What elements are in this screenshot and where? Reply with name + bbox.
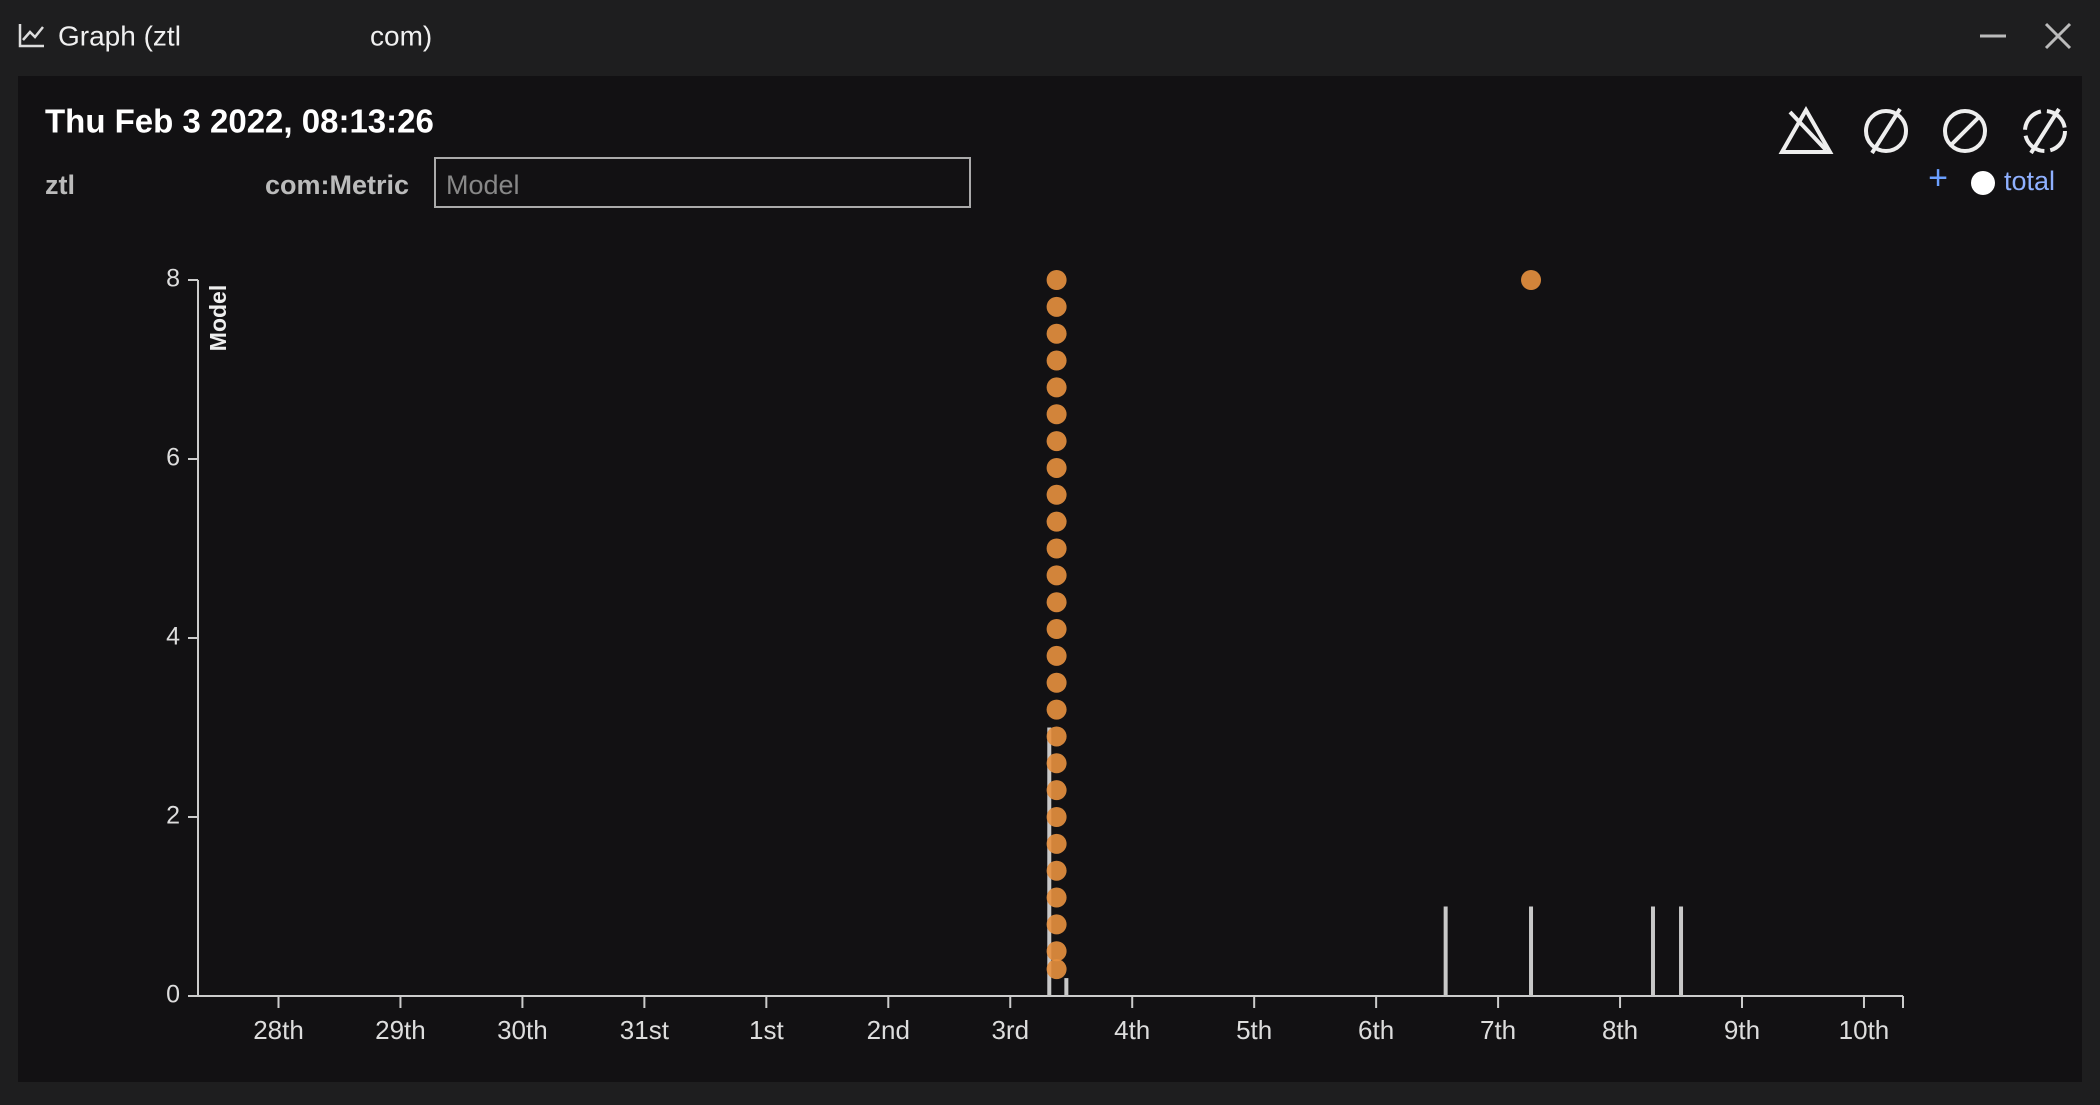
x-tick-label: 4th <box>1114 1015 1150 1045</box>
metric-placeholder: Model <box>446 170 520 200</box>
data-point <box>1046 592 1067 613</box>
data-point <box>1046 672 1067 693</box>
anomaly-icon[interactable] <box>1778 105 1834 154</box>
window-title: com) <box>370 20 432 51</box>
x-tick-label: 8th <box>1602 1015 1638 1045</box>
add-series[interactable]: + <box>1928 159 1948 197</box>
data-point <box>1046 350 1067 371</box>
x-tick-label: 28th <box>253 1015 304 1045</box>
x-tick-label: 7th <box>1480 1015 1516 1045</box>
y-axis-label: Model <box>205 285 231 351</box>
data-point <box>1046 645 1067 666</box>
x-tick-label: 29th <box>375 1015 426 1045</box>
y-tick-label: 6 <box>166 444 180 472</box>
refresh-icon[interactable] <box>2023 107 2067 155</box>
legend-marker <box>1971 171 1995 195</box>
data-point <box>1046 959 1067 980</box>
metric-input[interactable] <box>434 157 971 208</box>
data-point <box>1046 807 1067 827</box>
close-button[interactable] <box>2044 22 2072 50</box>
data-point <box>1046 511 1067 532</box>
x-tick-label: 6th <box>1358 1015 1394 1045</box>
metric-label: com:Metric <box>265 170 409 200</box>
data-point <box>1046 404 1067 425</box>
data-point <box>1046 323 1067 344</box>
y-tick-label: 4 <box>166 623 180 651</box>
data-point <box>1046 833 1067 854</box>
zoom-icon[interactable] <box>1943 109 1987 153</box>
title-icon <box>18 24 44 48</box>
data-point <box>1046 699 1067 720</box>
x-tick-label: 5th <box>1236 1015 1272 1045</box>
legend-label[interactable]: total <box>2004 166 2055 196</box>
data-point <box>1046 296 1067 317</box>
source-label: ztl <box>45 170 75 200</box>
y-tick-label: 8 <box>166 265 180 293</box>
reset-icon[interactable] <box>1864 107 1908 155</box>
chart: 0 2 4 6 8 28th 29th 30th 31st 1st 2nd 3rd 4th 5th 6th 7… <box>166 265 1904 1045</box>
data-point <box>1046 726 1067 747</box>
x-tick-label: 2nd <box>867 1015 910 1045</box>
data-point <box>1046 484 1067 505</box>
x-tick-label: 31st <box>620 1015 670 1045</box>
x-tick-label: 9th <box>1724 1015 1760 1045</box>
data-point <box>1046 270 1067 290</box>
x-tick-label: 3rd <box>991 1015 1029 1045</box>
data-point <box>1046 753 1067 774</box>
y-tick-label: 2 <box>166 802 180 830</box>
data-point <box>1046 941 1067 962</box>
data-point <box>1046 887 1067 908</box>
data-point <box>1046 431 1067 452</box>
data-point <box>1046 538 1067 559</box>
data-point <box>1046 619 1067 640</box>
data-point <box>1046 565 1067 586</box>
data-point <box>1046 377 1067 398</box>
y-tick-label: 0 <box>166 981 180 1009</box>
window-title: Graph (ztl <box>58 20 181 51</box>
x-tick-label: 30th <box>497 1015 548 1045</box>
x-tick-label: 10th <box>1839 1015 1890 1045</box>
data-point <box>1046 914 1067 935</box>
data-point <box>1521 270 1542 290</box>
x-tick-label: 1st <box>749 1015 784 1045</box>
data-point <box>1046 780 1067 801</box>
data-point <box>1046 457 1067 478</box>
data-point <box>1046 860 1067 881</box>
timestamp: Thu Feb 3 2022, 08:13:26 <box>45 103 434 140</box>
